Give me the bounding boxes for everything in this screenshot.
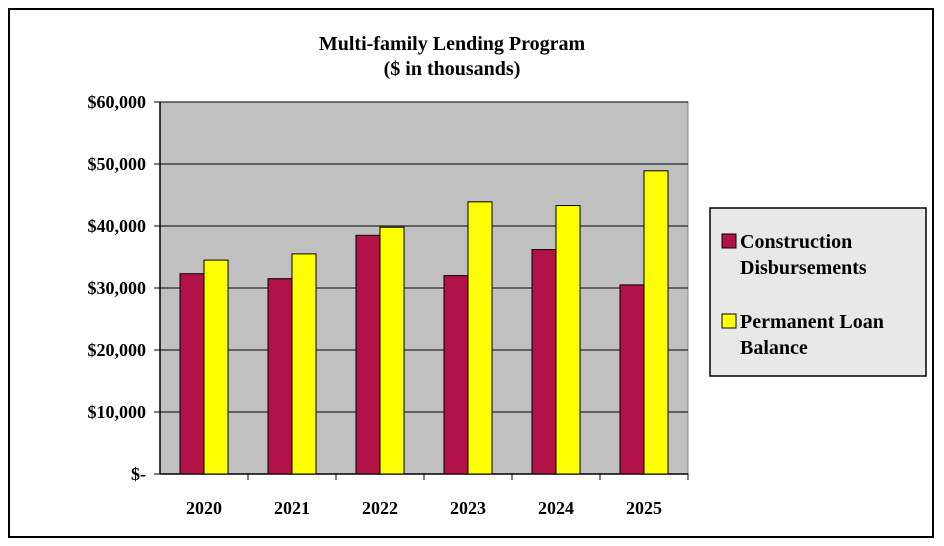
bar-construction-2022 [355,234,381,475]
y-tick-label: $10,000 [88,402,147,422]
bar-permanent-2025 [643,170,669,475]
bar-construction-2020 [179,273,205,475]
bar-permanent-2020 [203,259,229,475]
bar-permanent-2021 [291,253,317,475]
chart-title: Multi-family Lending Program [319,33,586,55]
legend-label: Permanent Loan [740,311,884,333]
legend-label: Construction [740,231,852,253]
bar-permanent-2024 [555,205,581,475]
bar-construction-2023 [443,275,469,475]
y-tick-label: $20,000 [88,340,147,360]
y-tick-label: $60,000 [88,92,147,112]
y-tick-label: $- [131,464,146,484]
legend-label: Balance [740,337,808,359]
chart-frame: Multi-family Lending Program ($ in thous… [8,8,934,538]
legend-label: Disbursements [740,257,867,279]
x-tick-label: 2025 [626,498,662,518]
legend: Construction Disbursements Permanent Loan B… [709,207,927,377]
plot-area: $- $10,000 $20,000 $30,000 $40,000 $50,000 $60… [88,92,689,518]
y-tick-label: $30,000 [88,278,147,298]
bar-permanent-2022 [379,226,405,475]
x-tick-label: 2023 [450,498,486,518]
bar-construction-2021 [267,278,293,475]
y-tick-label: $50,000 [88,154,147,174]
x-tick-label: 2021 [274,498,310,518]
legend-swatch-construction [721,233,737,249]
bar-construction-2024 [531,249,557,475]
bar-permanent-2023 [467,201,493,475]
legend-box [709,207,927,377]
legend-swatch-permanent [721,313,737,329]
chart-subtitle: ($ in thousands) [384,58,521,80]
x-tick-label: 2020 [186,498,222,518]
x-tick-label: 2022 [362,498,398,518]
chart-svg: Multi-family Lending Program ($ in thous… [88,33,927,518]
x-tick-label: 2024 [538,498,574,518]
y-tick-label: $40,000 [88,216,147,236]
bar-construction-2025 [619,284,645,475]
